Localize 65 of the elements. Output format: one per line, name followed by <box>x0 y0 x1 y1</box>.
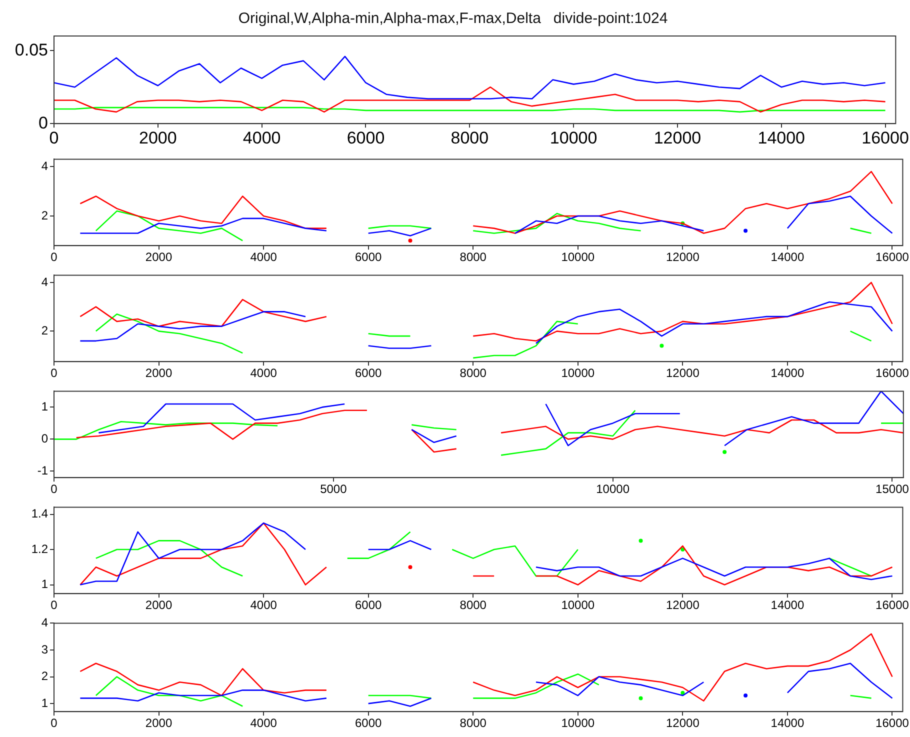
x-tick-label: 6000 <box>354 366 382 380</box>
x-tick-label: 10000 <box>561 598 595 612</box>
x-tick-label: 0 <box>50 716 58 730</box>
y-tick-label: 1 <box>41 577 48 592</box>
chart-title: Original,W,Alpha-min,Alpha-max,F-max,Delta divide-point:1024 <box>238 10 668 28</box>
x-tick-label: 15000 <box>876 482 910 496</box>
y-tick-label: 4 <box>41 616 48 630</box>
x-tick-label: 0 <box>50 366 58 380</box>
x-tick-label: 0 <box>50 598 58 612</box>
x-tick-label: 16000 <box>876 250 910 264</box>
x-tick-label: 8000 <box>460 598 487 612</box>
x-tick-label: 8000 <box>460 250 487 264</box>
x-tick-label: 6000 <box>354 716 382 730</box>
x-tick-label: 4000 <box>250 366 278 380</box>
y-tick-label: 1 <box>41 400 48 414</box>
x-tick-label: 2000 <box>138 128 177 148</box>
x-tick-label: 2000 <box>145 366 172 380</box>
x-tick-label: 0 <box>50 250 58 264</box>
y-tick-label: 2 <box>41 323 48 338</box>
x-tick-label: 12000 <box>654 128 702 148</box>
x-tick-label: 14000 <box>770 366 804 380</box>
x-tick-label: 10000 <box>550 128 598 148</box>
y-tick-label: 4 <box>41 158 48 173</box>
x-tick-label: 0 <box>50 482 58 496</box>
y-tick-label: 1.4 <box>31 506 48 521</box>
y-tick-label: 2 <box>41 669 48 684</box>
x-tick-label: 8000 <box>460 366 487 380</box>
x-tick-label: 14000 <box>770 250 804 264</box>
x-tick-label: 6000 <box>354 250 382 264</box>
x-tick-label: 4000 <box>242 128 281 148</box>
x-tick-label: 6000 <box>346 128 385 148</box>
x-tick-label: 10000 <box>596 482 630 496</box>
x-tick-label: 12000 <box>666 250 700 264</box>
x-tick-label: 8000 <box>460 716 487 730</box>
x-tick-label: 14000 <box>758 128 806 148</box>
x-tick-label: 14000 <box>770 716 804 730</box>
y-tick-label: 0.05 <box>14 40 48 60</box>
x-tick-label: 16000 <box>862 128 909 148</box>
y-tick-label: 1 <box>41 696 48 710</box>
x-tick-label: 10000 <box>561 366 595 380</box>
y-tick-label: 0 <box>41 432 48 446</box>
y-tick-label: 3 <box>41 642 48 656</box>
x-tick-label: 4000 <box>250 250 278 264</box>
x-tick-label: 16000 <box>876 716 910 730</box>
x-tick-label: 12000 <box>666 716 700 730</box>
x-tick-label: 10000 <box>561 716 595 730</box>
x-tick-label: 12000 <box>666 366 700 380</box>
x-tick-label: 4000 <box>250 598 278 612</box>
x-tick-label: 16000 <box>876 598 910 612</box>
x-tick-label: 8000 <box>450 128 489 148</box>
y-tick-label: -1 <box>37 464 48 478</box>
x-tick-label: 14000 <box>770 598 804 612</box>
x-tick-label: 10000 <box>561 250 595 264</box>
y-tick-label: 4 <box>41 274 48 289</box>
y-tick-label: 1.2 <box>31 542 48 556</box>
x-tick-label: 2000 <box>145 598 172 612</box>
x-tick-label: 16000 <box>876 366 910 380</box>
x-tick-label: 2000 <box>145 250 172 264</box>
x-tick-label: 6000 <box>354 598 382 612</box>
y-tick-label: 0 <box>38 113 48 132</box>
y-tick-label: 2 <box>41 208 48 222</box>
x-tick-label: 5000 <box>320 482 348 496</box>
x-tick-label: 2000 <box>145 716 172 730</box>
x-tick-label: 4000 <box>250 716 278 730</box>
x-tick-label: 12000 <box>666 598 700 612</box>
